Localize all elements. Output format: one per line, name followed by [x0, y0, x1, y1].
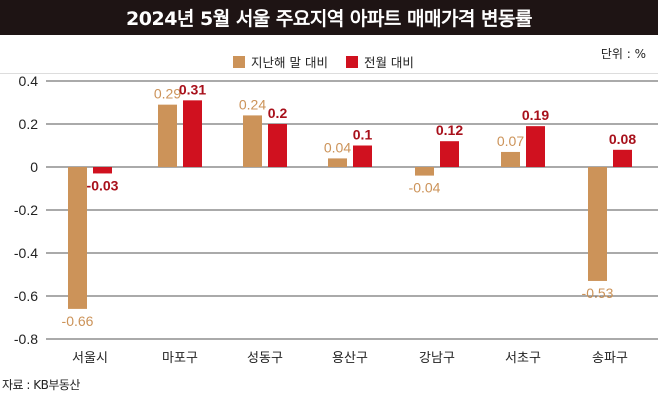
unit-label: 단위 : %	[600, 47, 646, 61]
data-label: 0.2	[268, 105, 288, 121]
data-label: -0.04	[409, 180, 441, 196]
data-label: 0.04	[324, 139, 351, 155]
data-label: 0.12	[436, 122, 463, 138]
y-tick-label: -0.8	[14, 331, 38, 347]
bar-prev-year-end	[501, 151, 520, 167]
bar-prev-month	[183, 100, 202, 167]
legend: 지난해 말 대비 전월 대비	[233, 52, 432, 71]
bar-prev-year-end	[158, 104, 177, 167]
data-label: -0.03	[87, 177, 119, 193]
data-label: 0.1	[353, 127, 373, 143]
legend-label-prev-month: 전월 대비	[363, 55, 414, 70]
data-label: 0.08	[609, 131, 636, 147]
y-tick-label: -0.4	[14, 245, 38, 261]
data-label: 0.07	[497, 133, 524, 149]
bar-prev-month	[353, 145, 372, 167]
bar-prev-month	[613, 149, 632, 167]
source-note: 자료 : KB부동산	[2, 378, 80, 392]
header-divider	[0, 73, 658, 74]
data-label: 0.19	[522, 107, 549, 123]
x-tick-label: 성동구	[247, 351, 283, 366]
bar-prev-month	[526, 126, 545, 167]
legend-swatch-prev-year-end	[233, 55, 245, 68]
x-tick-label: 송파구	[592, 351, 628, 366]
data-label: -0.53	[582, 285, 614, 301]
bar-prev-year-end	[328, 158, 347, 167]
data-label: 0.24	[239, 96, 266, 112]
bar-prev-year-end	[415, 167, 434, 176]
legend-swatch-prev-month	[345, 55, 358, 68]
legend-label-prev-year-end: 지난해 말 대비	[251, 55, 328, 70]
x-tick-label: 마포구	[162, 351, 198, 366]
bar-prev-year-end	[588, 167, 607, 281]
legend-item-prev-year-end: 지난해 말 대비	[233, 52, 328, 71]
y-tick-label: 0	[30, 159, 38, 175]
data-label: 0.29	[154, 86, 181, 102]
bar-prev-month	[93, 167, 112, 174]
bar-prev-month	[268, 124, 287, 167]
x-tick-label: 서초구	[505, 351, 541, 366]
x-tick-label: 강남구	[419, 351, 455, 366]
y-tick-label: -0.2	[14, 202, 38, 218]
x-tick-label: 용산구	[332, 351, 368, 366]
y-tick-label: -0.6	[14, 288, 38, 304]
data-label: 0.31	[179, 81, 206, 97]
chart-title: 2024년 5월 서울 주요지역 아파트 매매가격 변동률	[0, 0, 658, 35]
y-tick-label: 0.2	[19, 116, 39, 132]
bar-prev-month	[440, 141, 459, 167]
bar-prev-year-end	[68, 167, 87, 309]
x-tick-label: 서울시	[72, 351, 108, 366]
data-label: -0.66	[62, 313, 94, 329]
y-tick-label: 0.4	[19, 73, 39, 89]
bar-prev-year-end	[243, 115, 262, 167]
legend-item-prev-month: 전월 대비	[345, 52, 414, 71]
